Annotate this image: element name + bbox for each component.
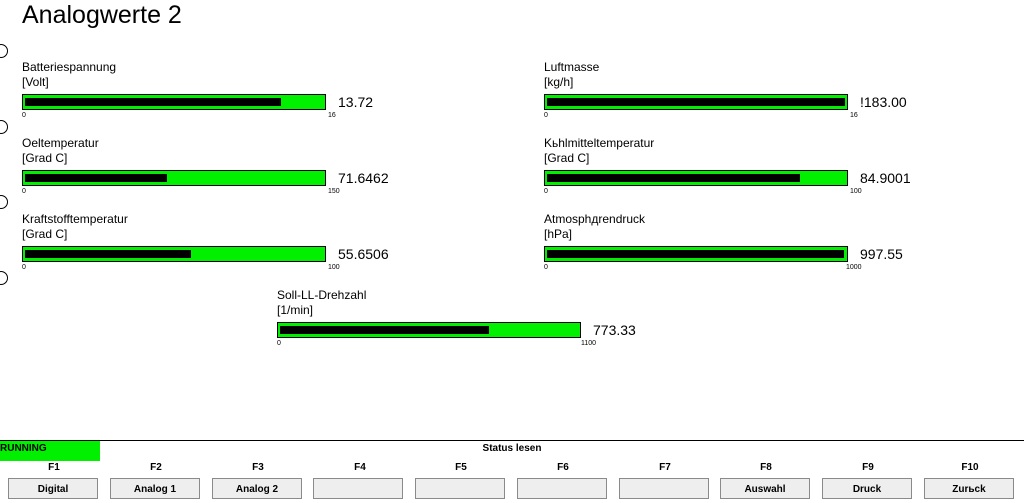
gauge-bar — [544, 170, 848, 186]
gauge-atmosphaerendruck: Atmosphдrendruck [hPa] 0 1000 997.55 — [544, 212, 964, 272]
gauge-label: Kraftstofftemperatur — [22, 212, 128, 226]
gauge-label: Oeltemperatur — [22, 136, 99, 150]
gauge-min: 0 — [544, 188, 548, 195]
gauge-value: 997.55 — [860, 246, 903, 262]
radio-button[interactable] — [0, 195, 8, 209]
gauge-kraftstofftemperatur: Kraftstofftemperatur [Grad C] 0 100 55.6… — [22, 212, 442, 272]
gauge-label: Batteriespannung — [22, 60, 117, 74]
gauge-kuehlmitteltemperatur: Kьhlmitteltemperatur [Grad C] 0 100 84.9… — [544, 136, 964, 196]
gauge-fill — [25, 250, 191, 258]
status-divider — [0, 440, 1024, 441]
gauge-oeltemperatur: Oeltemperatur [Grad C] 0 150 71.6462 — [22, 136, 442, 196]
gauge-label: Atmosphдrendruck — [544, 212, 646, 226]
gauge-min: 0 — [22, 264, 26, 271]
status-badge: RUNNING — [0, 441, 100, 461]
gauge-value: 84.9001 — [860, 170, 911, 186]
fkey-label-f9: F9 — [862, 462, 874, 473]
gauge-max: 16 — [328, 112, 336, 119]
digital-button[interactable]: Digital — [8, 478, 98, 499]
gauge-bar — [544, 246, 848, 262]
status-title: Status lesen — [482, 443, 542, 454]
fkey-label-f1: F1 — [48, 462, 60, 473]
gauge-value: 55.6506 — [338, 246, 389, 262]
druck-button[interactable]: Druck — [822, 478, 912, 499]
gauge-min: 0 — [544, 112, 548, 119]
fkey-label-f6: F6 — [557, 462, 569, 473]
gauge-fill — [25, 98, 281, 106]
gauge-fill — [547, 250, 844, 258]
gauge-min: 0 — [22, 188, 26, 195]
gauge-bar — [277, 322, 581, 338]
gauge-min: 0 — [544, 264, 548, 271]
gauge-unit: [Volt] — [22, 75, 49, 89]
gauge-bar — [22, 94, 326, 110]
gauge-unit: [Grad C] — [22, 151, 68, 165]
gauge-bar — [22, 246, 326, 262]
fkey-label-f3: F3 — [252, 462, 264, 473]
gauge-unit: [Grad C] — [22, 227, 68, 241]
zurueck-button[interactable]: Zurьck — [924, 478, 1014, 499]
gauge-fill — [547, 98, 845, 106]
gauge-max: 1000 — [846, 264, 862, 271]
radio-button[interactable] — [0, 44, 8, 58]
gauge-value: 773.33 — [593, 322, 636, 338]
gauge-label: Soll-LL-Drehzahl — [277, 288, 367, 302]
f5-button[interactable] — [415, 478, 505, 499]
fkey-label-f4: F4 — [354, 462, 366, 473]
gauge-value: 71.6462 — [338, 170, 389, 186]
gauge-luftmasse: Luftmasse [kg/h] 0 16 !183.00 — [544, 60, 964, 120]
radio-button[interactable] — [0, 271, 8, 285]
gauge-label: Kьhlmitteltemperatur — [544, 136, 655, 150]
gauge-soll-ll-drehzahl: Soll-LL-Drehzahl [1/min] 0 1100 773.33 — [277, 288, 697, 348]
gauge-value: 13.72 — [338, 94, 374, 110]
gauge-min: 0 — [22, 112, 26, 119]
gauge-unit: [kg/h] — [544, 75, 574, 89]
fkey-label-f7: F7 — [659, 462, 671, 473]
gauge-max: 150 — [328, 188, 340, 195]
gauge-max: 16 — [850, 112, 858, 119]
fkey-label-f5: F5 — [455, 462, 467, 473]
gauge-fill — [547, 174, 800, 182]
fkey-label-f8: F8 — [760, 462, 772, 473]
gauge-fill — [25, 174, 167, 182]
fkey-label-f2: F2 — [150, 462, 162, 473]
gauge-bar — [22, 170, 326, 186]
f6-button[interactable] — [517, 478, 607, 499]
gauge-max: 100 — [850, 188, 862, 195]
gauge-unit: [hPa] — [544, 227, 573, 241]
auswahl-button[interactable]: Auswahl — [720, 478, 810, 499]
fkey-label-f10: F10 — [961, 462, 979, 473]
radio-button[interactable] — [0, 120, 8, 134]
gauge-label: Luftmasse — [544, 60, 600, 74]
gauge-max: 100 — [328, 264, 340, 271]
gauge-unit: [Grad C] — [544, 151, 590, 165]
gauge-fill — [280, 326, 489, 334]
gauge-bar — [544, 94, 848, 110]
gauge-max: 1100 — [581, 340, 597, 347]
gauge-unit: [1/min] — [277, 303, 314, 317]
f7-button[interactable] — [619, 478, 709, 499]
gauge-batteriespannung: Batteriespannung [Volt] 0 16 13.72 — [22, 60, 442, 120]
analog1-button[interactable]: Analog 1 — [110, 478, 200, 499]
page-title: Analogwerte 2 — [22, 1, 182, 29]
gauge-min: 0 — [277, 340, 281, 347]
analog2-button[interactable]: Analog 2 — [212, 478, 302, 499]
f4-button[interactable] — [313, 478, 403, 499]
gauge-value: !183.00 — [860, 94, 907, 110]
